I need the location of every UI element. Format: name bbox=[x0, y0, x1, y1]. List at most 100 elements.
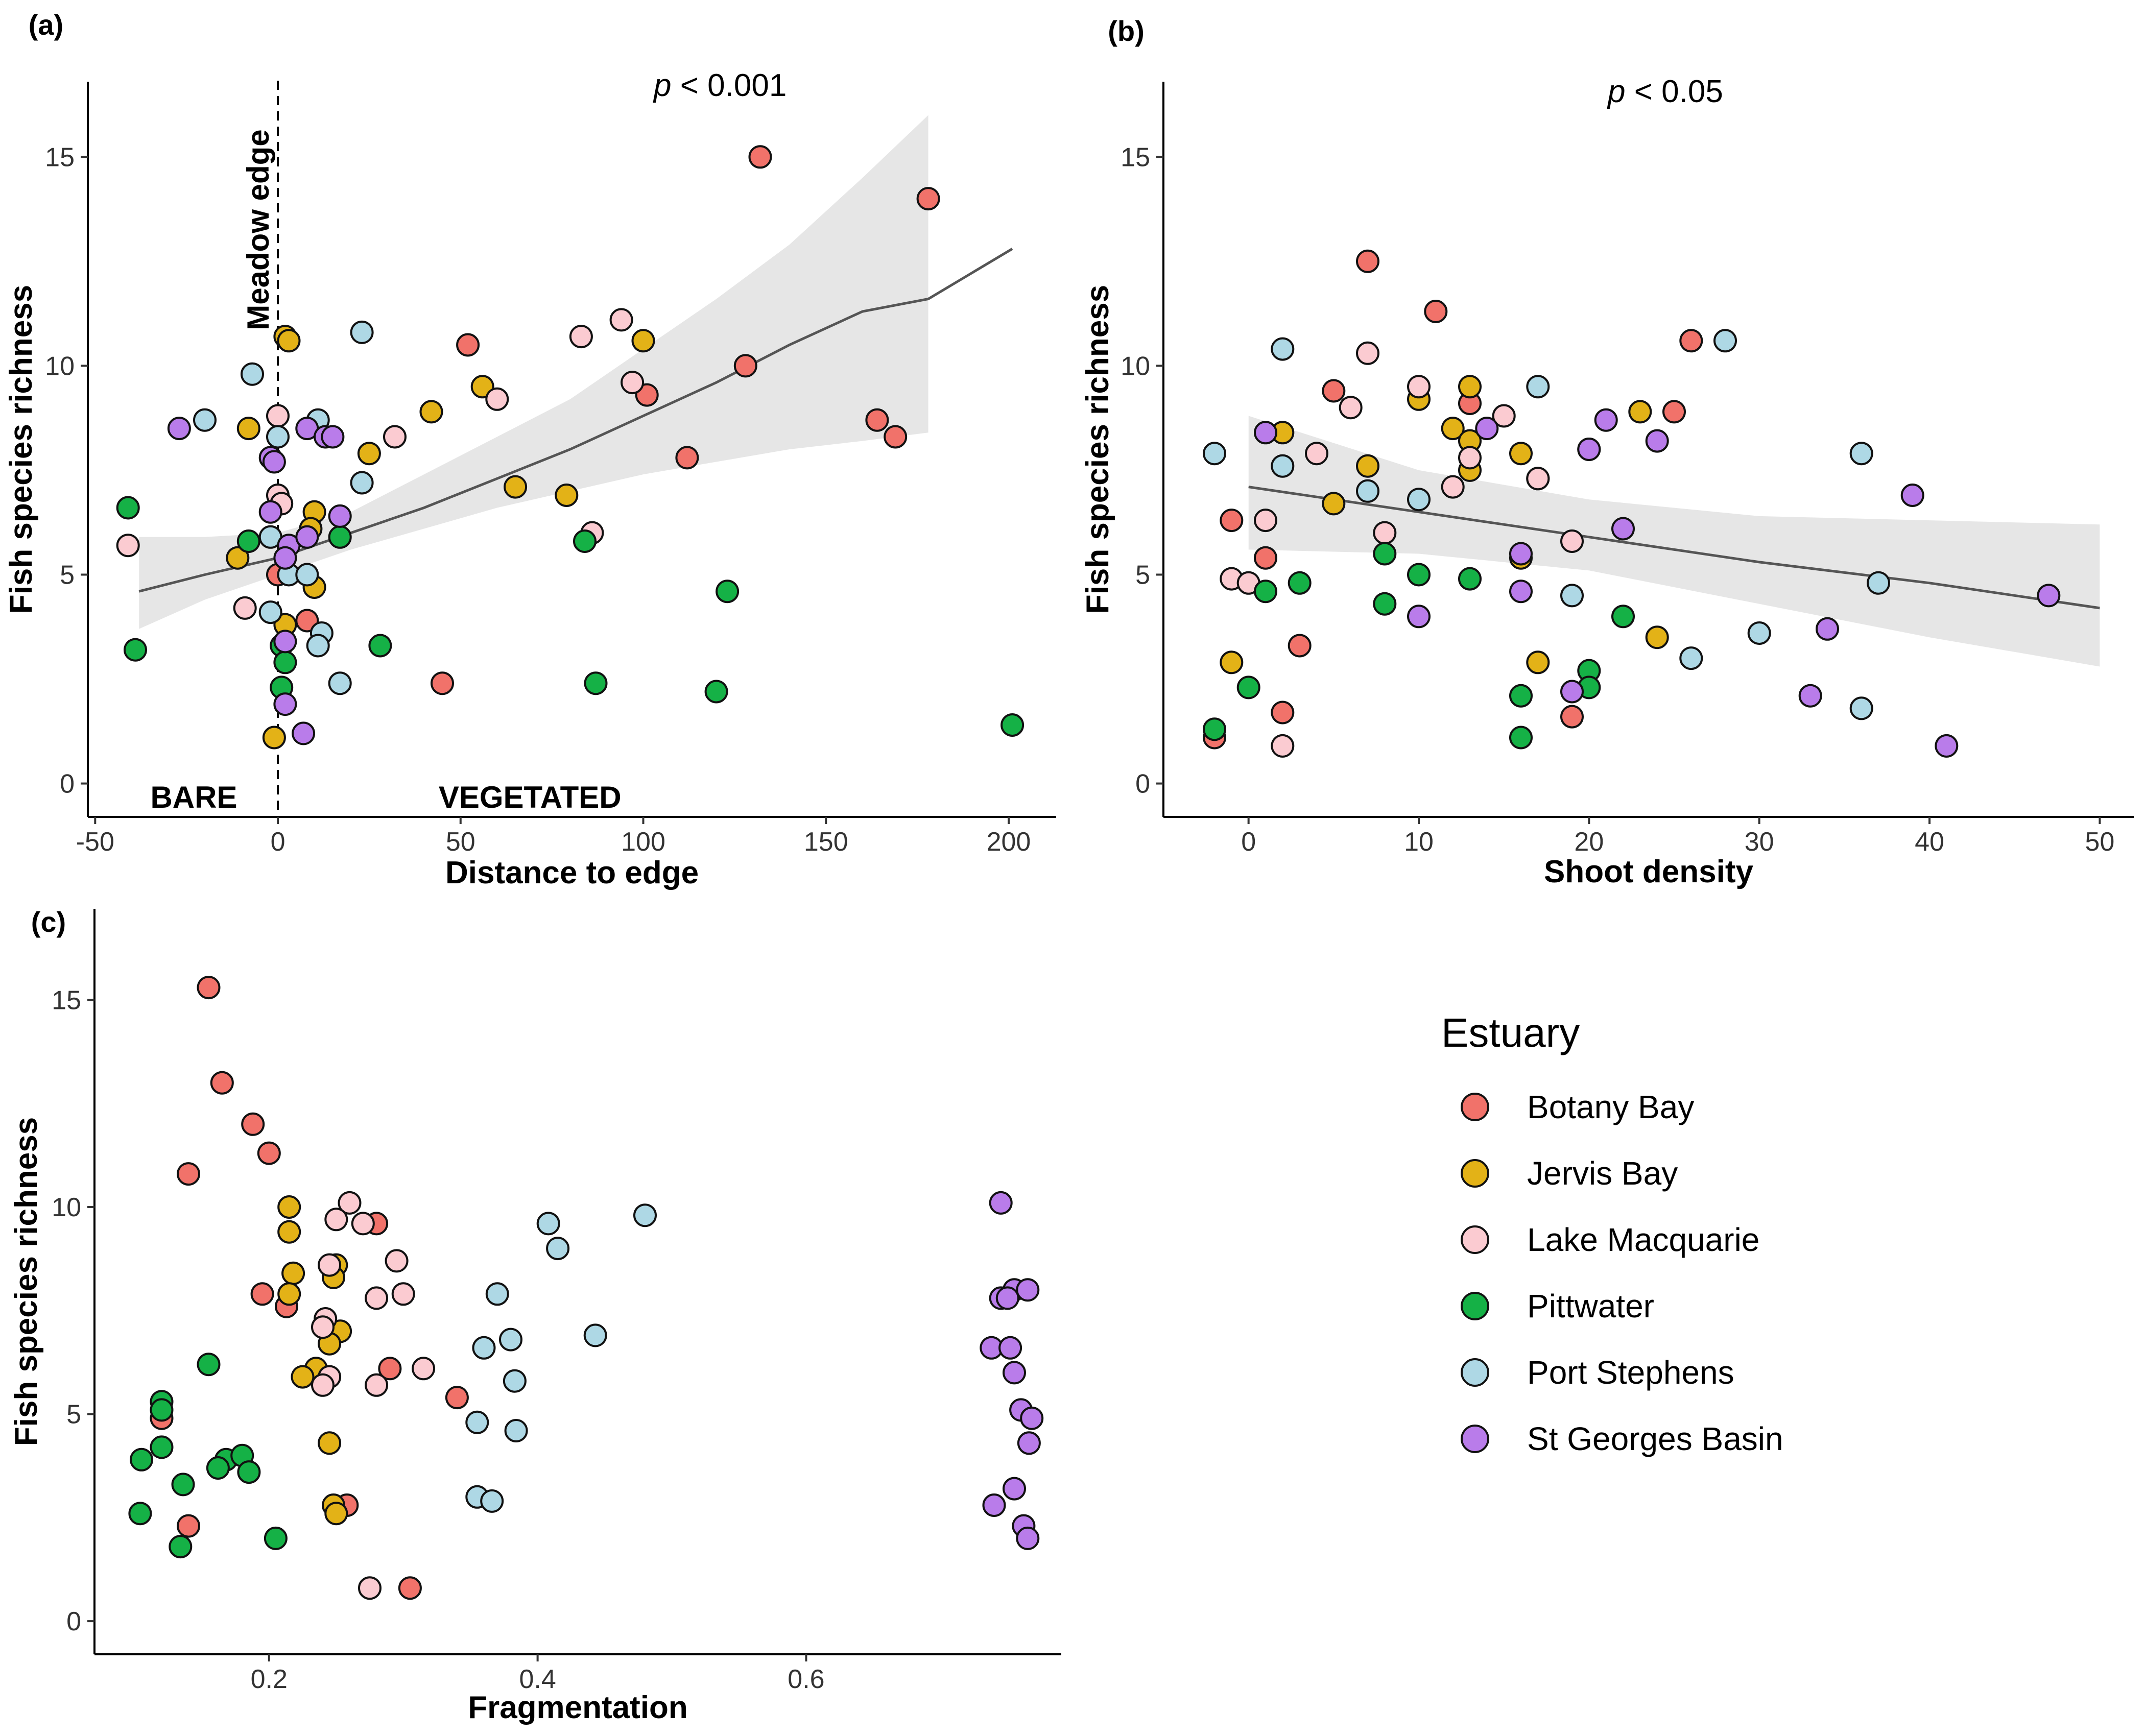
data-point bbox=[150, 1435, 174, 1459]
legend-item: Lake Macquarie bbox=[1461, 1221, 1759, 1258]
x-tick-label: 10 bbox=[1404, 827, 1434, 857]
data-point bbox=[197, 1353, 221, 1377]
y-tick-label: 0 bbox=[66, 1607, 81, 1636]
data-point bbox=[1492, 404, 1516, 428]
x-axis-title: Shoot density bbox=[1544, 854, 1753, 889]
legend-swatch bbox=[1461, 1358, 1489, 1387]
data-point bbox=[1017, 1431, 1041, 1455]
data-point bbox=[236, 417, 260, 441]
data-point bbox=[273, 650, 297, 674]
data-point bbox=[291, 1365, 315, 1389]
p-value-annotation: p < 0.05 bbox=[1607, 74, 1723, 109]
data-point bbox=[419, 400, 443, 424]
data-point bbox=[485, 387, 509, 411]
data-point bbox=[1271, 734, 1295, 758]
data-point bbox=[1509, 542, 1533, 566]
data-point bbox=[1509, 442, 1533, 466]
x-tick-label: 100 bbox=[621, 827, 665, 857]
data-point bbox=[210, 1071, 234, 1095]
data-point bbox=[177, 1514, 200, 1538]
data-point bbox=[1849, 696, 1873, 720]
data-point bbox=[1339, 396, 1363, 420]
data-point bbox=[306, 634, 330, 658]
legend-label: Jervis Bay bbox=[1527, 1155, 1678, 1192]
data-point bbox=[504, 475, 528, 499]
data-point bbox=[1509, 684, 1533, 708]
data-point bbox=[128, 1502, 152, 1526]
data-point bbox=[116, 534, 140, 558]
data-point bbox=[236, 529, 260, 553]
data-point bbox=[865, 408, 889, 432]
legend-items: Botany Bay Jervis Bay Lake Macquarie Pittwa… bbox=[1461, 1089, 1783, 1457]
data-point bbox=[1816, 617, 1839, 641]
data-point bbox=[1407, 563, 1431, 587]
x-axis-title: Fragmentation bbox=[468, 1690, 688, 1725]
y-tick-label: 15 bbox=[45, 142, 75, 172]
data-point bbox=[350, 320, 374, 344]
data-point bbox=[1016, 1526, 1040, 1550]
data-point bbox=[1288, 571, 1312, 595]
data-point bbox=[1475, 417, 1499, 441]
data-point bbox=[273, 630, 297, 654]
data-point bbox=[1441, 417, 1465, 441]
series-pittwater bbox=[128, 1353, 288, 1559]
x-tick-label: 50 bbox=[2085, 827, 2114, 857]
data-point bbox=[716, 580, 740, 604]
data-point bbox=[171, 1473, 195, 1497]
data-point bbox=[1322, 492, 1346, 516]
series-port-stephens bbox=[193, 320, 374, 695]
data-point bbox=[1560, 529, 1584, 553]
panel-label: (c) bbox=[31, 906, 66, 938]
data-point bbox=[277, 1195, 301, 1219]
data-point bbox=[277, 329, 301, 353]
data-point bbox=[273, 692, 297, 716]
data-point bbox=[1526, 467, 1550, 491]
data-point bbox=[1611, 517, 1635, 541]
data-point bbox=[233, 596, 257, 620]
data-point bbox=[1016, 1278, 1040, 1302]
data-point bbox=[1594, 408, 1618, 432]
data-point bbox=[1900, 484, 1924, 507]
y-axis-title: Fish species richness bbox=[1080, 285, 1115, 614]
confidence-band bbox=[1248, 416, 2100, 667]
data-point bbox=[1458, 446, 1482, 470]
data-point bbox=[1203, 442, 1226, 466]
series-lake-macquarie bbox=[311, 1191, 436, 1600]
y-tick-label: 0 bbox=[60, 769, 75, 799]
data-point bbox=[321, 425, 345, 449]
x-tick-label: 200 bbox=[987, 827, 1031, 857]
data-point bbox=[1254, 421, 1277, 445]
data-point bbox=[1271, 454, 1295, 478]
y-tick-label: 15 bbox=[1121, 142, 1150, 172]
data-point bbox=[130, 1448, 153, 1472]
data-point bbox=[555, 484, 579, 507]
x-tick-label: 0.6 bbox=[788, 1665, 824, 1694]
bare-label: BARE bbox=[150, 780, 237, 814]
data-point bbox=[1356, 249, 1379, 273]
panel-label: (a) bbox=[29, 9, 63, 41]
data-point bbox=[733, 354, 757, 378]
data-point bbox=[1003, 1361, 1026, 1385]
data-point bbox=[1407, 375, 1431, 399]
data-point bbox=[292, 721, 316, 745]
data-point bbox=[1441, 475, 1465, 499]
data-point bbox=[357, 442, 381, 466]
data-point bbox=[1628, 400, 1652, 424]
data-point bbox=[328, 504, 352, 528]
data-point bbox=[1526, 375, 1550, 399]
data-point bbox=[266, 404, 290, 428]
legend-item: Pittwater bbox=[1461, 1288, 1654, 1324]
data-point bbox=[241, 1112, 265, 1136]
data-point bbox=[1645, 429, 1669, 453]
data-point bbox=[2037, 584, 2061, 608]
series-pittwater bbox=[1203, 542, 1635, 750]
x-tick-label: 0 bbox=[1241, 827, 1256, 857]
data-point bbox=[1236, 676, 1260, 700]
data-point bbox=[1373, 542, 1397, 566]
data-point bbox=[1577, 438, 1601, 461]
data-point bbox=[583, 1323, 607, 1347]
y-axis-title: Fish species richness bbox=[9, 1117, 44, 1446]
data-point bbox=[351, 1212, 375, 1236]
data-point bbox=[365, 1373, 389, 1397]
